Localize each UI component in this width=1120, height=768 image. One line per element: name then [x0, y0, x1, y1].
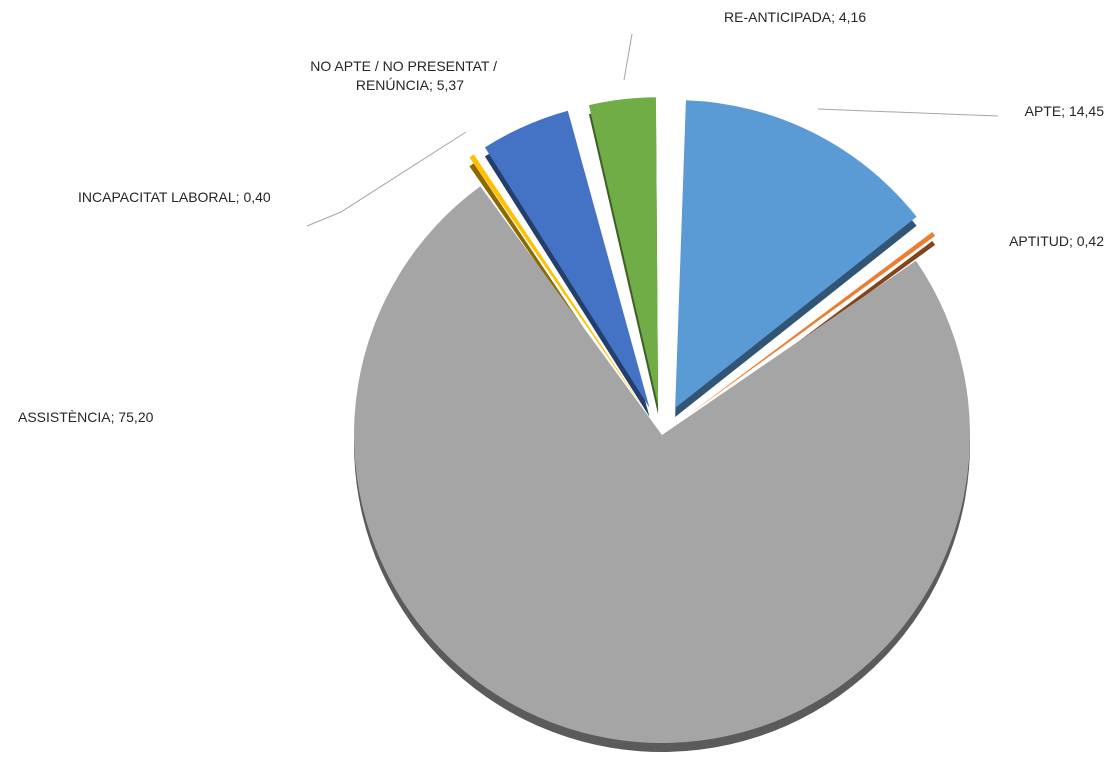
leader-line-incapacitat-laboral	[306, 131, 467, 227]
data-label-no-apte-no-presentat-renuncia: NO APTE / NO PRESENTAT / RENÚNCIA; 5,37	[310, 58, 497, 93]
leader-line-layer	[306, 33, 999, 227]
data-label-incapacitat-laboral: INCAPACITAT LABORAL; 0,40	[78, 189, 271, 205]
pie-slice-assistencia	[353, 186, 970, 743]
pie-slice-incapacitat-laboral	[469, 154, 645, 411]
data-label-assistencia: ASSISTÈNCIA; 75,20	[18, 409, 154, 425]
data-label-apte: APTE; 14,45	[1025, 103, 1105, 119]
pie-slice-no-apte-no-presentat-renuncia	[484, 110, 650, 408]
data-label-re-anticipada: RE-ANTICIPADA; 4,16	[724, 9, 866, 25]
pie-slice-layer	[353, 97, 970, 743]
pie-slice-re-anticipada	[588, 97, 659, 406]
leader-line-apte	[817, 108, 999, 117]
data-label-aptitud: APTITUD; 0,42	[1009, 233, 1104, 249]
leader-line-re-anticipada	[623, 33, 633, 81]
pie-slice-apte	[675, 100, 917, 409]
data-label-layer: APTE; 14,45 APTITUD; 0,42 ASSISTÈNCIA; 75,…	[18, 9, 1104, 425]
pie-slice-aptitud	[685, 232, 936, 417]
